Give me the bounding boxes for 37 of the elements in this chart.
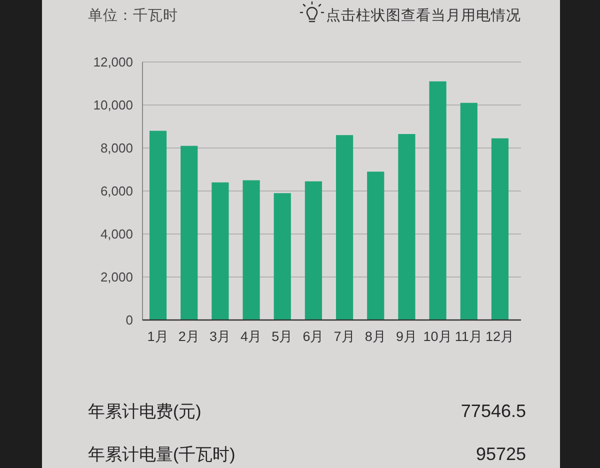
text: 年累计电量(千瓦时) — [88, 445, 236, 464]
x-tick-label: 7月 — [334, 329, 356, 344]
y-tick-label: 4,000 — [100, 226, 133, 242]
x-tick-label: 6月 — [302, 329, 324, 344]
bar — [429, 81, 446, 320]
x-tick-label: 4月 — [240, 329, 262, 344]
x-tick-label: 10月 — [423, 329, 452, 344]
y-tick-label: 2,000 — [100, 270, 133, 284]
x-tick-label: 5月 — [272, 329, 294, 344]
bar — [398, 134, 416, 320]
x-tick-label: 1月 — [147, 329, 169, 344]
bar — [274, 193, 291, 320]
bar — [180, 146, 198, 320]
x-tick-label: 8月 — [364, 329, 386, 344]
text: 95725 — [476, 444, 526, 464]
x-tick-label: 2月 — [178, 329, 200, 344]
y-tick-label: 10,000 — [93, 98, 133, 112]
text: 年累计电费(元) — [88, 402, 202, 421]
y-tick-label: 6,000 — [100, 184, 133, 198]
text: 77546.5 — [460, 401, 526, 421]
chart-subtitle: 点击柱状图查看当月用电情况 — [326, 7, 521, 24]
y-axis-title: 单位：千瓦时 — [88, 7, 178, 24]
x-tick-label: 9月 — [396, 329, 418, 344]
x-tick-label: 3月 — [209, 329, 231, 344]
bar — [336, 135, 354, 320]
bar — [304, 181, 322, 320]
y-tick-label: 0 — [126, 312, 133, 328]
x-tick-label: 11月 — [454, 329, 483, 344]
bar — [242, 180, 260, 320]
bar — [460, 102, 478, 320]
bar — [367, 172, 384, 320]
y-tick-label: 12,000 — [93, 54, 133, 70]
y-tick-label: 8,000 — [100, 140, 133, 156]
bar — [212, 182, 229, 320]
x-tick-label: 12月 — [485, 329, 514, 344]
bar — [491, 138, 509, 320]
bar — [149, 130, 167, 320]
